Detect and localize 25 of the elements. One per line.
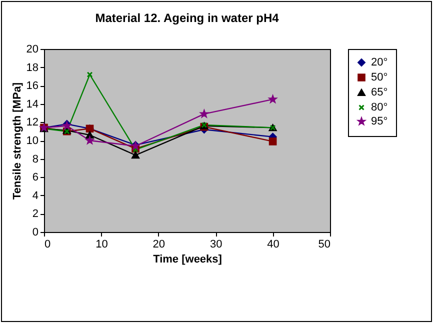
y-tick-label: 10: [26, 135, 38, 147]
legend-label: 20°: [371, 56, 388, 68]
y-tick-label: 18: [26, 62, 38, 74]
y-tick-label: 20: [26, 44, 38, 56]
chart-title: Material 12. Ageing in water pH4: [95, 11, 280, 25]
legend-label: 80°: [371, 102, 388, 114]
legend-label: 50°: [371, 72, 388, 84]
x-tick-label: 20: [152, 238, 166, 250]
x-tick-label: 40: [267, 238, 280, 250]
x-axis-title: Time [weeks]: [153, 254, 222, 266]
y-tick-label: 16: [26, 80, 38, 92]
x-tick-label: 50: [318, 238, 330, 250]
legend-label: 65°: [371, 86, 388, 98]
y-tick-label: 4: [32, 190, 38, 202]
y-axis-title: Tensile strength [MPa]: [11, 82, 24, 200]
y-tick-label: 14: [26, 98, 38, 110]
y-tick-label: 0: [32, 226, 38, 238]
legend-label: 95°: [371, 116, 388, 128]
x-tick-label: 30: [210, 238, 222, 250]
y-tick-label: 8: [32, 153, 38, 166]
x-tick-label: 0: [44, 238, 51, 250]
x-tick-label: 10: [96, 238, 108, 250]
y-tick-label: 12: [26, 116, 38, 129]
y-tick-label: 6: [32, 172, 38, 184]
y-tick-label: 2: [32, 208, 38, 220]
